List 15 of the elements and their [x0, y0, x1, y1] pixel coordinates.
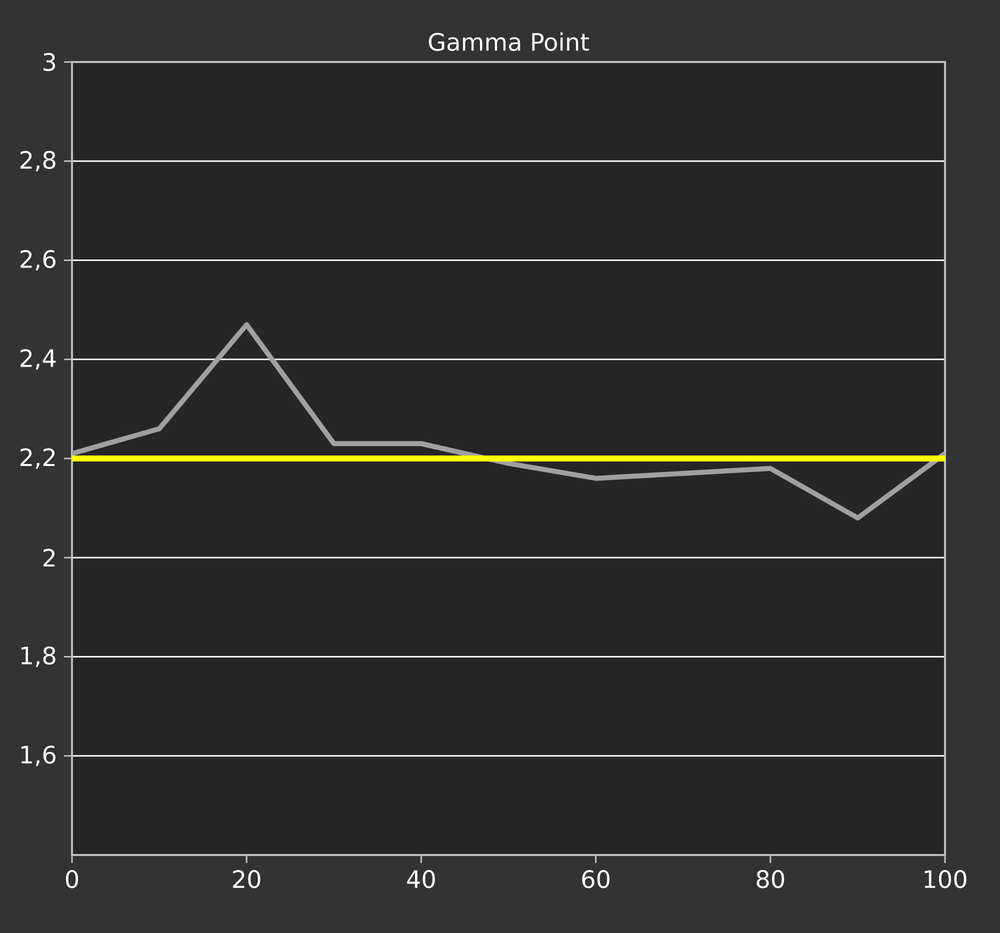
x-tick-label: 0 [66, 870, 78, 888]
y-tick-label: 1,6 [21, 746, 56, 766]
y-tick-label: 3 [44, 52, 56, 72]
y-tick-label: 2,2 [20, 448, 55, 469]
x-tick-label: 20 [233, 870, 260, 888]
x-tick-label: 60 [582, 870, 610, 888]
y-tick-label: 2,6 [20, 250, 56, 271]
y-tick-label: 1,8 [21, 646, 56, 668]
chart-title: Gamma Point [428, 32, 589, 51]
y-tick-label: 2,4 [20, 349, 56, 370]
y-tick-label: 2,8 [20, 150, 56, 172]
x-tick-label: 40 [407, 870, 435, 888]
x-tick-label: 80 [756, 870, 784, 888]
y-tick-label: 2 [43, 548, 55, 567]
x-tick-label: 100 [924, 870, 966, 888]
